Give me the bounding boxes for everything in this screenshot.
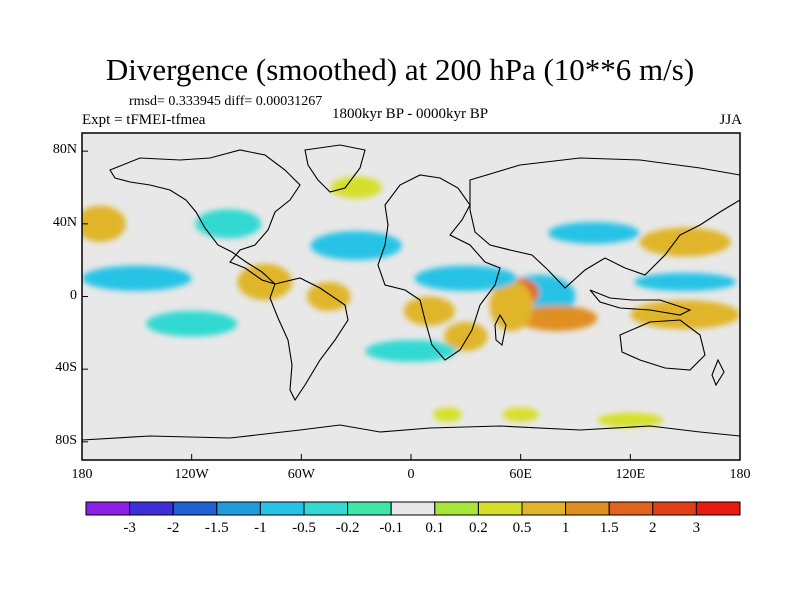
colorbar-box-8 — [434, 501, 479, 516]
lon-tick-label: 120W — [174, 467, 209, 482]
colorbar-label: 0.2 — [469, 520, 488, 536]
coast-madagascar — [494, 313, 507, 347]
colorbar-box-0 — [85, 501, 131, 516]
lat-tick-label: 40S — [55, 360, 77, 376]
coast-antarctica — [82, 424, 740, 441]
plot-title: Divergence (smoothed) at 200 hPa (10**6 … — [105, 52, 695, 87]
coast-north-america — [109, 149, 301, 285]
anomaly-region-12 — [82, 265, 192, 292]
anomaly-region-13 — [195, 209, 262, 239]
lon-tick-label: 180 — [729, 467, 751, 482]
colorbar-label: -0.1 — [379, 520, 404, 536]
colorbar-box-9 — [477, 501, 523, 516]
colorbar-label: -0.2 — [335, 520, 360, 536]
anomaly-region-9 — [82, 205, 126, 242]
colorbar-label: 2 — [649, 520, 657, 536]
colorbar-label: -0.5 — [292, 520, 316, 536]
anomaly-region-17 — [633, 272, 737, 292]
lon-tick-label: 0 — [407, 467, 415, 482]
colorbar-box-12 — [608, 501, 654, 516]
colorbar-box-4 — [259, 501, 305, 516]
colorbar-label: -1 — [254, 520, 267, 536]
colorbar-box-6 — [347, 501, 392, 516]
period-text: 1800kyr BP - 0000kyr BP — [331, 106, 489, 122]
coast-greenland — [304, 144, 366, 193]
colorbar-box-7 — [390, 501, 436, 516]
colorbar-box-5 — [303, 501, 349, 516]
anomaly-region-8 — [443, 321, 488, 351]
colorbar-label: -1.5 — [204, 520, 229, 536]
anomaly-region-21 — [432, 407, 463, 422]
anomaly-region-7 — [403, 296, 455, 326]
lat-tick-label: 40N — [52, 214, 77, 230]
colorbar-label: 0.1 — [425, 520, 445, 536]
colorbar-box-2 — [172, 501, 218, 516]
lat-tick-label: 80S — [55, 432, 77, 448]
coast-new-zealand — [711, 358, 725, 387]
colorbar-box-1 — [129, 501, 174, 516]
coast-australia — [619, 319, 706, 371]
experiment-text: Expt = tFMEI-tfmea — [82, 112, 206, 128]
lon-tick-label: 60E — [509, 467, 532, 482]
lat-tick-label: 0 — [70, 287, 77, 303]
lon-tick-label: 60W — [287, 467, 315, 482]
anomaly-region-20 — [330, 176, 382, 199]
anomaly-region-3 — [517, 305, 598, 332]
anomaly-region-6 — [306, 281, 351, 312]
anomaly-region-15 — [414, 265, 518, 292]
anomaly-region-22 — [502, 407, 539, 422]
colorbar-label: 1 — [561, 520, 570, 536]
map-background — [82, 133, 740, 460]
lon-tick-label: 120E — [615, 467, 646, 482]
anomaly-region-4 — [489, 280, 534, 332]
colorbar-label: 0.5 — [512, 520, 532, 536]
lat-tick-label: 80N — [52, 142, 77, 158]
colorbar-box-3 — [216, 501, 261, 516]
coast-asia — [469, 157, 740, 289]
colorbar-box-13 — [652, 501, 697, 516]
season-text: JJA — [719, 112, 742, 128]
anomaly-region-14 — [310, 231, 402, 261]
anomaly-region-19 — [365, 340, 457, 362]
anomaly-region-10 — [639, 227, 731, 257]
coast-south-america — [269, 277, 349, 402]
colorbar-box-10 — [521, 501, 567, 516]
coast-europe-africa — [377, 174, 501, 361]
colorbar-box-11 — [565, 501, 610, 516]
colorbar-label: 3 — [692, 520, 701, 536]
colorbar-label: -2 — [166, 520, 180, 536]
coast-indonesia — [589, 289, 692, 316]
stats-text: rmsd= 0.333945 diff= 0.00031267 — [129, 94, 323, 109]
colorbar-label: -3 — [123, 520, 136, 536]
anomaly-region-23 — [597, 412, 664, 428]
lon-tick-label: 180 — [71, 467, 93, 482]
anomaly-region-16 — [548, 222, 640, 244]
colorbar-box-14 — [695, 501, 741, 516]
anomaly-region-18 — [145, 311, 238, 337]
colorbar-label: 1.5 — [599, 520, 619, 536]
